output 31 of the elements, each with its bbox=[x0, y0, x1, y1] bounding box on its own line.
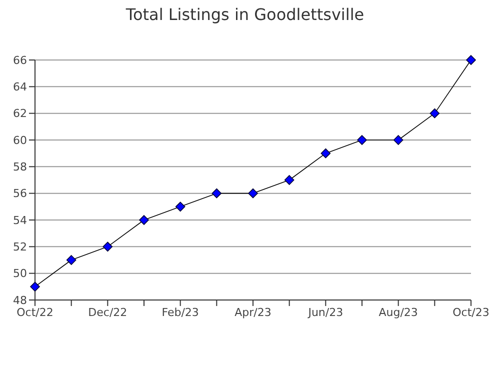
point bbox=[30, 282, 40, 292]
point bbox=[139, 215, 149, 225]
point bbox=[102, 242, 113, 252]
point bbox=[284, 175, 294, 185]
x-tick-label: Aug/23 bbox=[378, 306, 418, 319]
y-tick-label: 50 bbox=[13, 267, 27, 280]
point bbox=[212, 188, 222, 198]
x-tick-label: Apr/23 bbox=[234, 306, 272, 319]
point bbox=[248, 188, 258, 198]
y-tick-label: 64 bbox=[13, 80, 27, 94]
y-tick-label: 56 bbox=[13, 187, 27, 200]
chart-title: Total Listings in Goodlettsville bbox=[124, 5, 366, 24]
x-tick-label: Feb/23 bbox=[162, 306, 199, 319]
point bbox=[175, 202, 186, 212]
y-tick-label: 62 bbox=[13, 107, 27, 120]
point bbox=[393, 135, 404, 145]
x-tick-label: Jun/23 bbox=[307, 306, 344, 319]
y-tick-label: 58 bbox=[13, 160, 27, 174]
x-tick-label: Dec/22 bbox=[88, 306, 128, 319]
point bbox=[466, 55, 476, 65]
y-tick-label: 60 bbox=[13, 134, 27, 147]
point bbox=[320, 148, 331, 158]
point bbox=[430, 108, 440, 118]
y-tick-label: 66 bbox=[13, 54, 27, 67]
y-tick-label: 54 bbox=[13, 214, 27, 227]
y-tick-label: 52 bbox=[13, 240, 27, 254]
point bbox=[66, 255, 76, 265]
point bbox=[357, 135, 367, 145]
x-tick-label: Oct/23 bbox=[452, 306, 490, 319]
x-tick-label: Oct/22 bbox=[16, 306, 54, 319]
y-tick-label: 48 bbox=[13, 294, 27, 307]
